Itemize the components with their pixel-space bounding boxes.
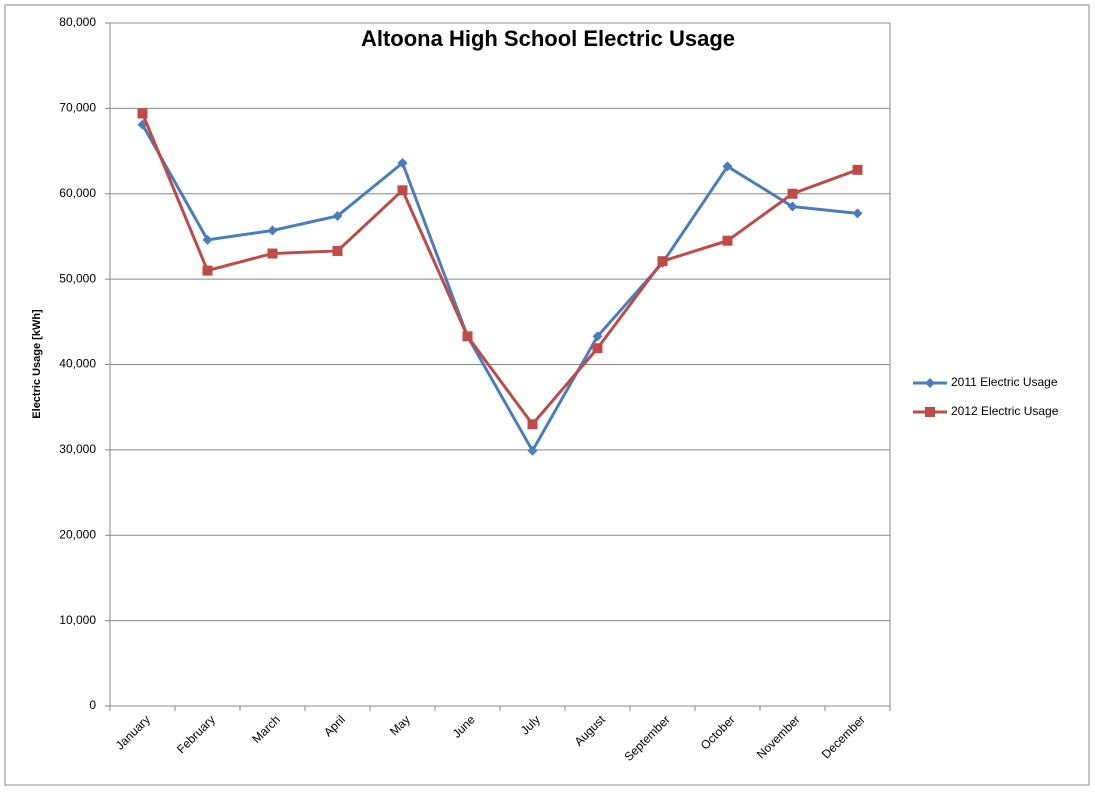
data-point <box>787 188 798 199</box>
data-point <box>852 164 863 175</box>
data-point <box>787 201 798 212</box>
data-point <box>202 234 213 245</box>
series-line <box>141 123 858 454</box>
data-point <box>202 265 213 276</box>
series-line <box>141 112 859 427</box>
data-point <box>397 158 408 169</box>
data-point <box>852 208 863 219</box>
data-point <box>397 185 408 196</box>
legend-label: 2011 Electric Usage <box>951 375 1058 389</box>
data-point <box>462 331 473 342</box>
data-point <box>137 108 148 119</box>
chart-border <box>4 4 1090 786</box>
chart-title: Altoona High School Electric Usage <box>361 26 735 51</box>
data-point <box>722 235 733 246</box>
data-point <box>267 248 278 259</box>
data-point <box>332 210 343 221</box>
y-tick-label: 80,000 <box>59 15 96 29</box>
y-tick-label: 40,000 <box>59 357 96 371</box>
y-tick-label: 20,000 <box>59 527 96 541</box>
legend-marker <box>925 378 935 388</box>
legend-marker <box>925 407 935 417</box>
data-point <box>267 225 278 236</box>
data-point <box>527 419 538 430</box>
data-point <box>527 445 538 456</box>
data-point <box>657 256 668 267</box>
y-tick-label: 0 <box>89 698 96 712</box>
data-point <box>592 331 603 342</box>
data-point <box>722 161 733 172</box>
y-tick-label: 50,000 <box>59 271 96 285</box>
y-tick-label: 60,000 <box>59 186 96 200</box>
data-point <box>592 343 603 354</box>
data-point <box>332 245 343 256</box>
y-tick-label: 70,000 <box>59 101 96 115</box>
y-tick-label: 30,000 <box>59 442 96 456</box>
y-tick-label: 10,000 <box>59 613 96 627</box>
legend-label: 2012 Electric Usage <box>951 404 1059 418</box>
y-axis-label: Electric Usage [kWh] <box>31 309 43 419</box>
